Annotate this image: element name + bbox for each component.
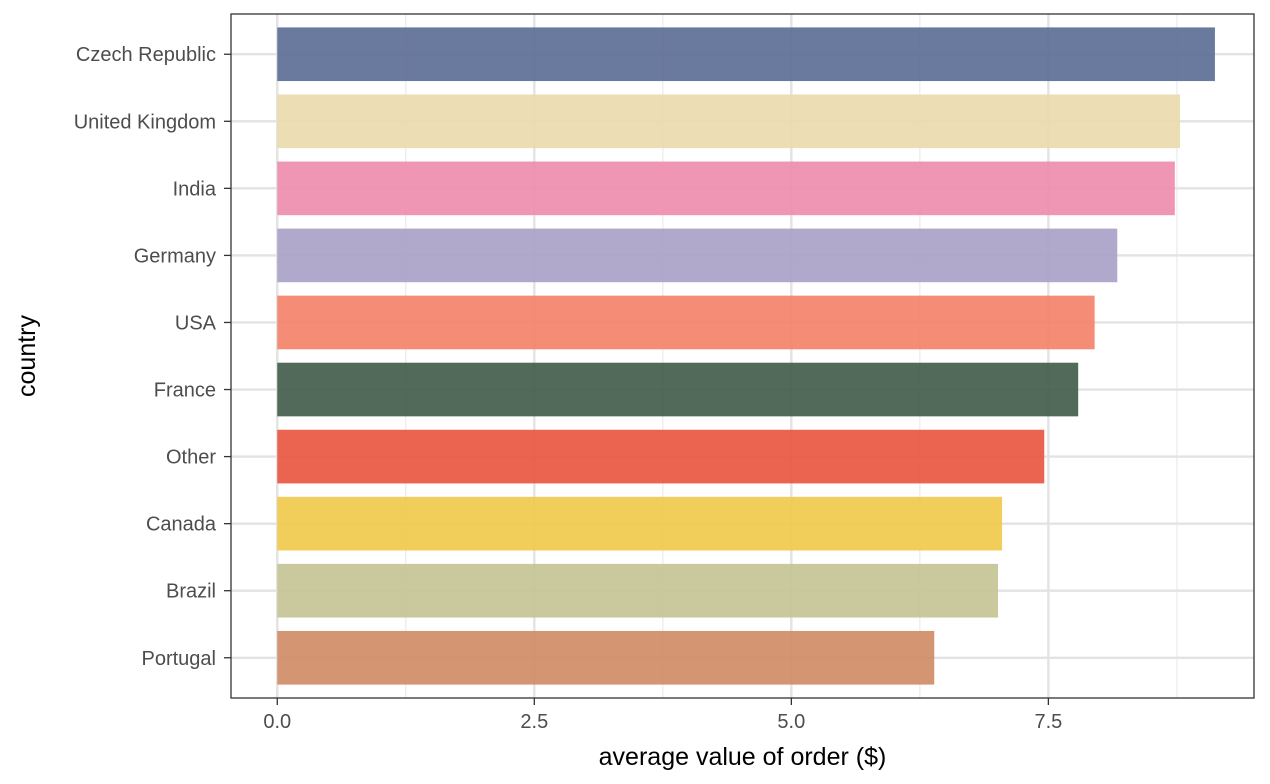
bar	[277, 295, 1095, 350]
y-tick-label: India	[173, 178, 217, 200]
y-tick-label: Other	[166, 447, 216, 469]
y-tick-label: Czech Republic	[76, 44, 216, 66]
y-tick-label: Germany	[134, 245, 216, 267]
bar	[277, 228, 1118, 283]
x-tick-label: 7.5	[1034, 711, 1062, 733]
x-tick-label: 0.0	[263, 711, 291, 733]
bar	[277, 94, 1180, 149]
x-axis-title: average value of order ($)	[599, 743, 887, 771]
x-axis: 0.0 2.5 5.0 7.5	[263, 698, 1062, 733]
x-tick-label: 5.0	[777, 711, 805, 733]
bar-layer	[277, 27, 1215, 685]
y-tick-label: USA	[175, 312, 217, 334]
y-tick-label: Brazil	[166, 581, 216, 603]
y-tick-label: Canada	[146, 514, 217, 536]
y-tick-label: United Kingdom	[74, 111, 216, 133]
panel-border	[230, 13, 1255, 699]
bar	[277, 429, 1045, 484]
y-axis: Czech Republic United Kingdom India Germany…	[74, 44, 231, 670]
x-tick-label: 2.5	[520, 711, 548, 733]
y-axis-title: country	[13, 315, 41, 397]
bar	[277, 161, 1175, 216]
bar	[277, 630, 935, 685]
bar	[277, 563, 998, 618]
y-tick-label: Portugal	[142, 648, 217, 670]
y-tick-label: France	[154, 380, 216, 402]
bar	[277, 496, 1003, 551]
bar	[277, 362, 1079, 417]
bar	[277, 27, 1215, 82]
